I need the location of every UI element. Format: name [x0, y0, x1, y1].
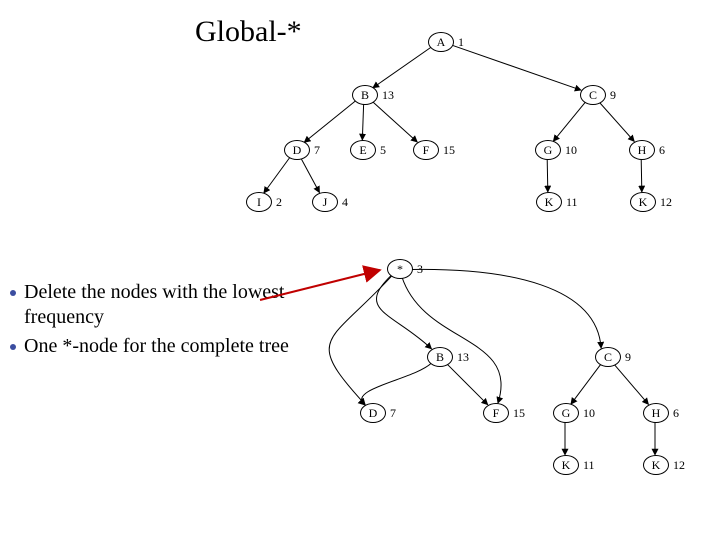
- bullet-list: Delete the nodes with the lowest frequen…: [10, 280, 300, 363]
- tree-node-value: 10: [583, 406, 595, 421]
- tree-node-value: 15: [513, 406, 525, 421]
- tree-node-value: 5: [380, 143, 386, 158]
- tree-node-oval: A: [428, 32, 454, 52]
- tree-node-value: 12: [673, 458, 685, 473]
- tree-node-oval: C: [595, 347, 621, 367]
- top-node-a: A1: [428, 32, 464, 52]
- tree-node-value: 3: [417, 262, 423, 277]
- top-node-k2: K 12: [630, 192, 672, 212]
- bottom-node-star: *3: [387, 259, 423, 279]
- tree-node-oval: K: [553, 455, 579, 475]
- tree-node-oval: H: [629, 140, 655, 160]
- tree-node-value: 10: [565, 143, 577, 158]
- tree-node-oval: B: [427, 347, 453, 367]
- top-node-h: H6: [629, 140, 665, 160]
- top-node-e: E5: [350, 140, 386, 160]
- bullet-dot-icon: [10, 290, 16, 296]
- bottom-node-g: G 10: [553, 403, 595, 423]
- tree-node-value: 12: [660, 195, 672, 210]
- bullet-text: One *-node for the complete tree: [24, 334, 300, 359]
- tree-node-oval: B: [352, 85, 378, 105]
- tree-node-value: 11: [566, 195, 578, 210]
- top-node-j: J4: [312, 192, 348, 212]
- bottom-node-h: H6: [643, 403, 679, 423]
- tree-node-oval: I: [246, 192, 272, 212]
- bottom-node-d: D7: [360, 403, 396, 423]
- tree-node-value: 7: [390, 406, 396, 421]
- top-node-b: B 13: [352, 85, 394, 105]
- tree-node-value: 7: [314, 143, 320, 158]
- tree-node-value: 6: [673, 406, 679, 421]
- page-title: Global-*: [195, 15, 302, 49]
- top-node-k1: K 11: [536, 192, 578, 212]
- bottom-node-c: C9: [595, 347, 631, 367]
- tree-node-value: 9: [610, 88, 616, 103]
- top-node-d: D7: [284, 140, 320, 160]
- tree-node-value: 15: [443, 143, 455, 158]
- tree-node-oval: C: [580, 85, 606, 105]
- tree-node-oval: J: [312, 192, 338, 212]
- bottom-node-b: B 13: [427, 347, 469, 367]
- tree-node-value: 4: [342, 195, 348, 210]
- bottom-node-k2: K 12: [643, 455, 685, 475]
- tree-node-value: 1: [458, 35, 464, 50]
- tree-node-oval: *: [387, 259, 413, 279]
- tree-node-oval: D: [360, 403, 386, 423]
- top-node-i: I2: [246, 192, 282, 212]
- tree-node-value: 13: [382, 88, 394, 103]
- tree-node-value: 2: [276, 195, 282, 210]
- tree-node-oval: G: [553, 403, 579, 423]
- tree-node-value: 9: [625, 350, 631, 365]
- tree-node-oval: F: [413, 140, 439, 160]
- bottom-node-k1: K 11: [553, 455, 595, 475]
- bottom-node-f: F 15: [483, 403, 525, 423]
- tree-node-oval: K: [643, 455, 669, 475]
- tree-node-oval: K: [536, 192, 562, 212]
- tree-node-oval: F: [483, 403, 509, 423]
- tree-node-oval: K: [630, 192, 656, 212]
- top-node-c: C9: [580, 85, 616, 105]
- tree-node-oval: D: [284, 140, 310, 160]
- tree-node-value: 11: [583, 458, 595, 473]
- tree-node-oval: G: [535, 140, 561, 160]
- top-node-f: F 15: [413, 140, 455, 160]
- bullet-dot-icon: [10, 344, 16, 350]
- edge-layer: [0, 0, 720, 540]
- tree-node-value: 13: [457, 350, 469, 365]
- list-item: Delete the nodes with the lowest frequen…: [10, 280, 300, 330]
- tree-node-oval: E: [350, 140, 376, 160]
- tree-node-value: 6: [659, 143, 665, 158]
- bullet-text: Delete the nodes with the lowest frequen…: [24, 280, 300, 330]
- list-item: One *-node for the complete tree: [10, 334, 300, 359]
- top-node-g: G 10: [535, 140, 577, 160]
- tree-node-oval: H: [643, 403, 669, 423]
